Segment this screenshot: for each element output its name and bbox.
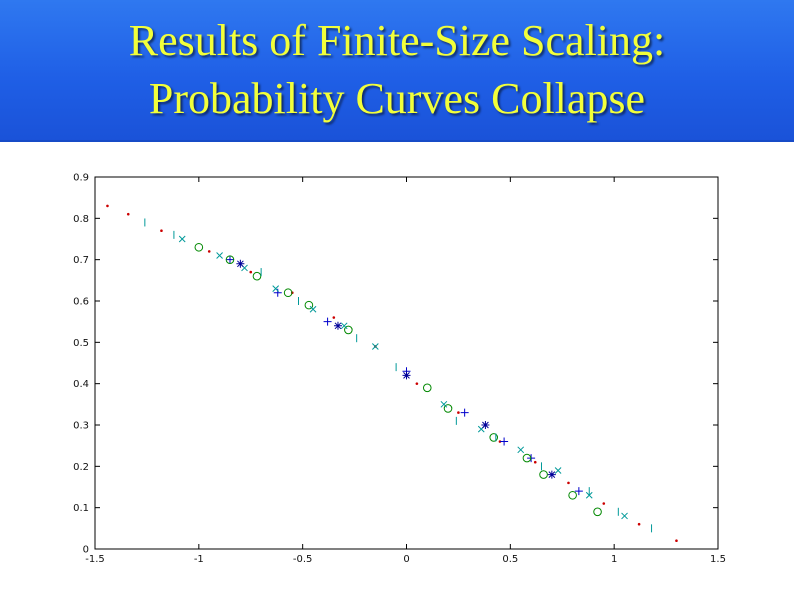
data-point (574, 487, 583, 496)
data-point (675, 539, 678, 543)
data-point (460, 408, 469, 417)
data-point (332, 316, 336, 319)
y-tick-label: 0.6 (73, 297, 89, 308)
data-point (621, 512, 628, 520)
x-tick-label: -1.5 (85, 554, 105, 565)
x-tick-label: -0.5 (293, 554, 313, 565)
data-point (283, 288, 293, 298)
data-point (602, 502, 606, 505)
axis-ticks (94, 176, 719, 550)
x-tick-label: -1 (194, 554, 204, 565)
data-point (323, 317, 332, 326)
title-bar: Results of Finite-Size Scaling: Probabil… (0, 0, 794, 142)
slide-title-line1: Results of Finite-Size Scaling: (128, 16, 666, 65)
data-point (194, 242, 204, 252)
data-point (533, 460, 537, 464)
data-point (236, 259, 245, 268)
data-point (457, 411, 460, 414)
y-tick-label: 0.5 (73, 338, 89, 349)
plot-frame (94, 176, 719, 550)
data-point (371, 343, 379, 350)
data-point (539, 470, 548, 479)
y-tick-label: 0 (83, 545, 89, 556)
data-point (207, 250, 211, 253)
data-point (522, 453, 532, 463)
y-tick-label: 0.7 (73, 255, 89, 266)
data-point (567, 481, 570, 485)
data-point (498, 440, 502, 443)
x-tick-label: 0.5 (502, 554, 518, 565)
x-tick-label: 1 (611, 554, 617, 565)
y-tick-label: 0.9 (73, 173, 89, 184)
data-point (309, 305, 317, 313)
data-point (585, 491, 593, 499)
data-point (178, 235, 186, 243)
data-point (440, 400, 448, 408)
data-point (481, 421, 490, 429)
x-tick-label: 1.5 (710, 554, 726, 565)
y-tick-label: 0.1 (73, 503, 89, 514)
x-tick-label: 0 (403, 554, 409, 565)
data-point (126, 212, 130, 216)
data-point (304, 300, 314, 310)
data-point (402, 371, 411, 380)
data-point (422, 383, 432, 393)
data-point (593, 507, 602, 517)
axis-tick-labels: -1.5 -1 -0.5 0 0.5 1 1.5 0 0.1 0.2 0.3 0.4 0.5 0.6 0.7… (73, 173, 726, 566)
y-tick-label: 0.3 (73, 421, 89, 432)
data-point (547, 470, 556, 479)
data-points (106, 204, 678, 543)
data-point (568, 490, 577, 500)
data-point (500, 437, 509, 446)
data-point (554, 467, 562, 474)
data-point (637, 522, 641, 526)
y-tick-label: 0.2 (73, 462, 89, 473)
y-tick-label: 0.8 (73, 214, 89, 225)
data-point (489, 433, 499, 442)
y-tick-label: 0.4 (73, 379, 89, 390)
data-point (443, 404, 453, 413)
data-point (225, 255, 234, 264)
data-point (216, 252, 223, 259)
slide-title: Results of Finite-Size Scaling: Probabil… (0, 12, 794, 128)
data-point (344, 325, 353, 335)
data-point (252, 271, 262, 281)
data-point (340, 322, 348, 330)
slide-title-line2: Probability Curves Collapse (148, 74, 646, 123)
data-point (517, 446, 525, 454)
data-point (415, 382, 419, 385)
data-point (160, 229, 163, 233)
data-point (333, 321, 342, 330)
data-point (272, 285, 280, 292)
data-point (106, 204, 109, 208)
data-point (225, 255, 235, 264)
data-point (249, 270, 253, 274)
